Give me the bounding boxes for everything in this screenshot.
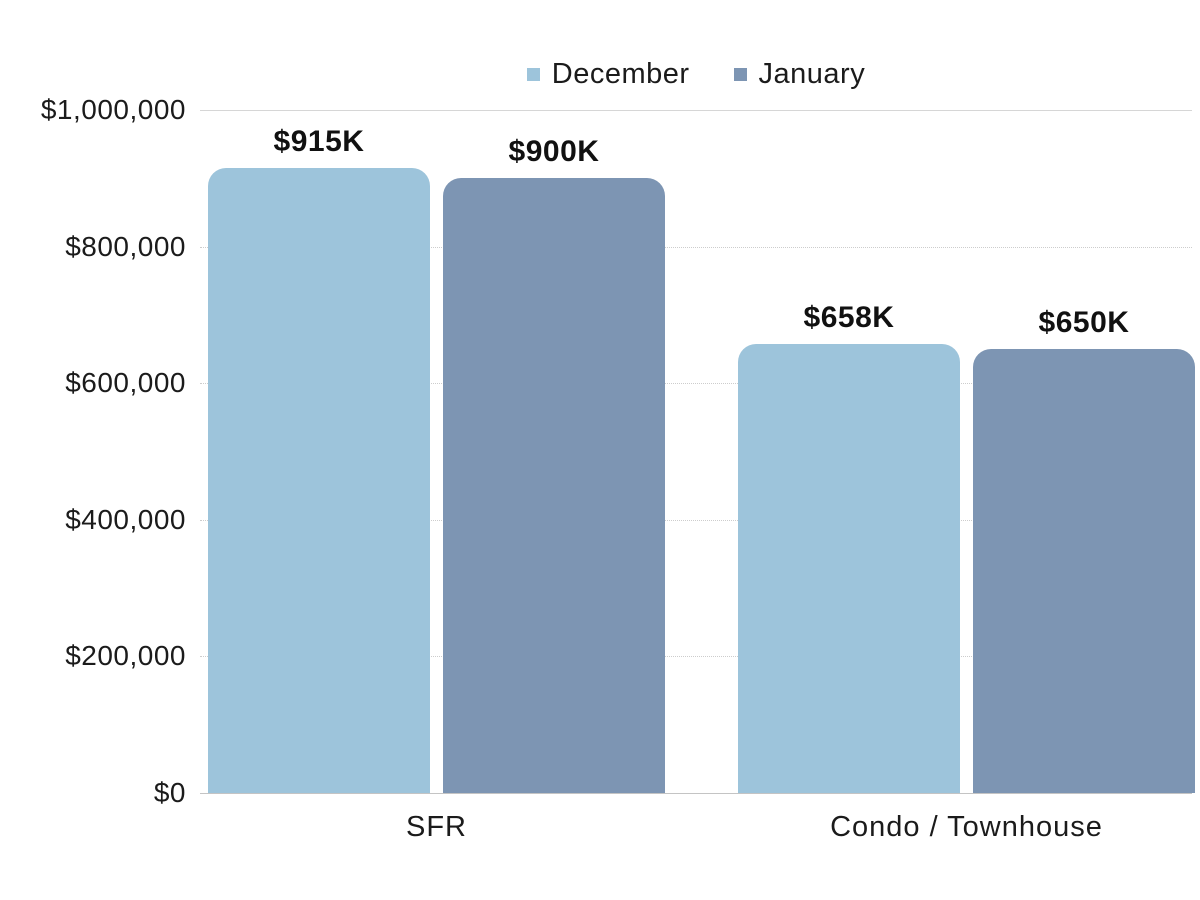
- legend-entry-january: January: [733, 57, 866, 91]
- bar-january-0: [443, 178, 665, 793]
- x-axis-category-label: Condo / Townhouse: [830, 811, 1103, 843]
- x-axis-category-label: SFR: [406, 811, 467, 843]
- legend-entry-december: December: [526, 57, 690, 91]
- bar-january-1: [973, 349, 1195, 793]
- legend-label-december: December: [551, 57, 690, 90]
- y-axis-tick-label: $1,000,000: [40, 94, 186, 125]
- gridline-0: [200, 793, 1192, 794]
- y-axis-tick-label: $0: [153, 777, 186, 808]
- bar-december-1: [738, 343, 960, 793]
- gridline-1000000: [200, 110, 1192, 111]
- gridline-400000: [200, 519, 1192, 521]
- bar-december-0: [208, 168, 430, 793]
- gridline-800000: [200, 246, 1192, 248]
- legend-swatch-december-icon: [526, 67, 540, 81]
- y-axis-tick-label: $200,000: [65, 640, 186, 672]
- chart-legend: December January: [200, 52, 1192, 96]
- bar-value-label: $658K: [803, 300, 895, 334]
- bar-value-label: $915K: [273, 125, 365, 159]
- legend-label-january: January: [758, 57, 866, 90]
- gridline-200000: [200, 656, 1192, 658]
- y-axis-tick-label: $400,000: [65, 503, 186, 535]
- gridline-600000: [200, 383, 1192, 385]
- legend-swatch-january-icon: [733, 67, 747, 81]
- bar-value-label: $900K: [508, 135, 600, 169]
- y-axis-tick-label: $600,000: [65, 367, 186, 399]
- bar-value-label: $650K: [1038, 306, 1130, 340]
- y-axis-tick-label: $800,000: [65, 230, 186, 262]
